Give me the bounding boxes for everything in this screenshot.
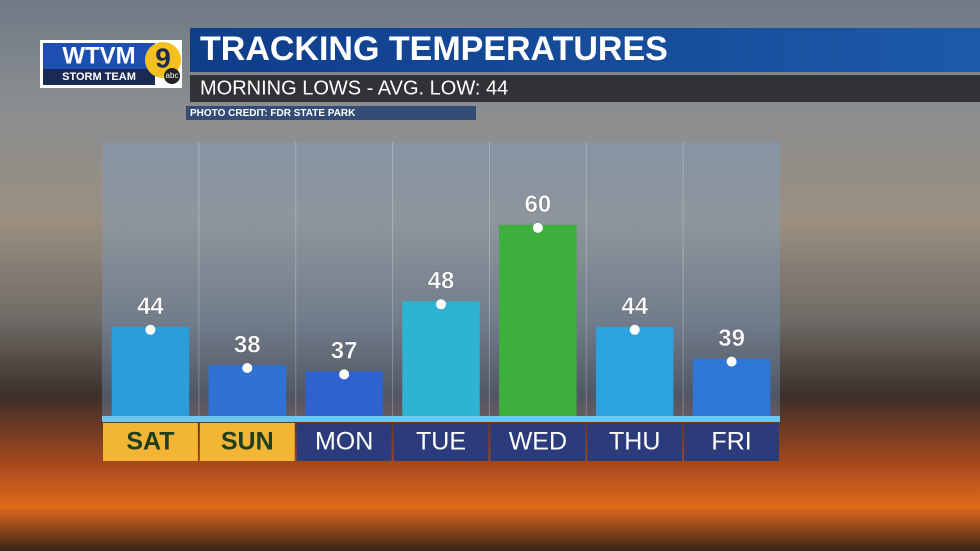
logo-bottom xyxy=(43,69,155,85)
x-tick-label: SAT xyxy=(126,428,174,456)
bar xyxy=(499,224,577,416)
x-tick-label: MON xyxy=(315,428,373,456)
value-label: 48 xyxy=(428,268,455,295)
day-label-bg xyxy=(587,423,683,461)
baseline-strip xyxy=(102,416,780,422)
bar xyxy=(402,301,480,416)
credit-bar xyxy=(186,106,476,120)
chart-title: TRACKING TEMPERATURES xyxy=(200,30,668,68)
value-label: 38 xyxy=(234,331,261,358)
logo-top xyxy=(43,43,155,69)
day-label-bg xyxy=(199,423,295,461)
x-tick-label: TUE xyxy=(416,428,466,456)
value-label: 37 xyxy=(331,338,358,365)
day-label-bg xyxy=(296,423,392,461)
bar xyxy=(692,358,771,416)
bar-dot xyxy=(145,324,156,335)
value-label: 44 xyxy=(137,293,164,320)
x-tick-label: SUN xyxy=(221,428,274,456)
day-label-bg xyxy=(684,423,779,461)
day-label-bg xyxy=(103,423,198,461)
bar-dot xyxy=(726,356,737,367)
day-label-bg xyxy=(490,423,586,461)
chart-subtitle: MORNING LOWS - AVG. LOW: 44 xyxy=(200,77,508,99)
value-label: 39 xyxy=(718,325,745,352)
title-bar xyxy=(190,28,980,72)
bar-dot xyxy=(242,363,253,374)
x-tick-label: FRI xyxy=(711,428,751,456)
value-label: 44 xyxy=(621,293,648,320)
bar-dot xyxy=(629,324,640,335)
bar xyxy=(595,326,674,416)
x-tick-label: THU xyxy=(609,428,660,456)
logo-network-bg xyxy=(164,68,180,84)
logo-station: WTVM xyxy=(62,42,135,69)
bar-dot xyxy=(436,299,446,310)
photo-credit: PHOTO CREDIT: FDR STATE PARK xyxy=(190,108,356,119)
day-label-bg xyxy=(393,423,489,461)
logo-network: abc xyxy=(166,71,179,80)
bar-dot xyxy=(532,222,543,233)
value-label: 60 xyxy=(525,191,552,218)
bar xyxy=(111,326,190,416)
bar-dot xyxy=(339,369,350,380)
logo-channel: 9 xyxy=(155,42,171,73)
bar xyxy=(208,365,287,416)
x-tick-label: WED xyxy=(509,428,567,456)
subtitle-bar xyxy=(190,75,980,102)
logo-team: STORM TEAM xyxy=(62,71,136,83)
